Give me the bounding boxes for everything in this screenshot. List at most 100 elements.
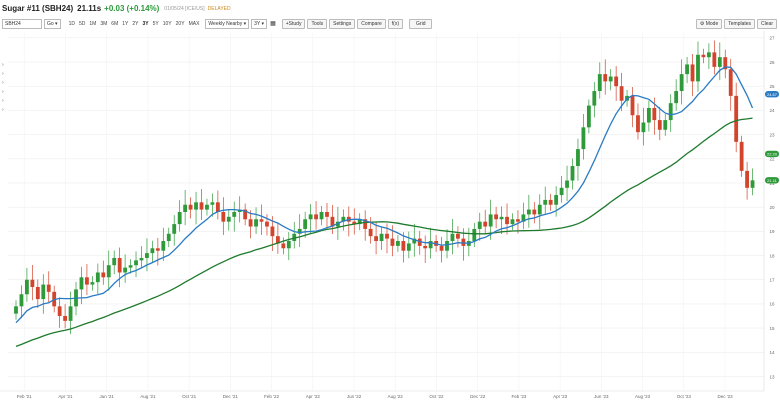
candle-body	[270, 226, 275, 237]
drawing-tool-2[interactable]: ›	[2, 71, 4, 77]
candle-body	[188, 204, 193, 210]
candle-body	[254, 219, 258, 227]
candle-body	[368, 228, 373, 237]
candle-body	[183, 204, 188, 212]
period-3y[interactable]: 3Y	[142, 20, 149, 27]
interval-select[interactable]: Weekly Nearby ▾	[205, 18, 250, 29]
moving-average-slow	[15, 117, 753, 348]
drawing-tool-3[interactable]: ›	[2, 80, 4, 86]
symbol-input[interactable]: SBH24	[2, 18, 42, 29]
drawing-tool-1[interactable]: ›	[2, 62, 4, 68]
calendar-icon[interactable]: ▦	[270, 21, 276, 27]
candle-body	[696, 54, 700, 82]
candle-body	[461, 238, 466, 246]
candle-body	[106, 265, 111, 278]
candle-body	[576, 149, 580, 167]
candle-body	[712, 52, 717, 67]
candle-body	[390, 238, 395, 246]
candle-body	[68, 306, 73, 321]
candle-body	[636, 115, 640, 133]
candle-body	[237, 209, 242, 212]
settings-button[interactable]: Settings	[329, 18, 356, 29]
range-select[interactable]: 3Y ▾	[251, 18, 268, 29]
period-selector: 1D 5D 1M 3M 6M 1Y 2Y 3Y 5Y 10Y 20Y MAX	[65, 21, 200, 27]
candle-body	[210, 202, 215, 205]
price-chart[interactable]: 131415161718192021222324252627Feb '21Apr…	[0, 31, 780, 405]
candle-body	[25, 279, 29, 295]
period-1m[interactable]: 1M	[89, 20, 97, 27]
x-tick-label: Dec '23	[717, 394, 733, 399]
candle-body	[161, 241, 166, 251]
candle-body	[592, 91, 597, 106]
x-tick-label: Jun '22	[347, 394, 362, 399]
candle-body	[723, 57, 728, 70]
candle-body	[412, 238, 417, 244]
candle-body	[265, 221, 269, 227]
grid-button[interactable]: Grid	[409, 18, 433, 29]
candle-body	[325, 212, 329, 217]
tools-button[interactable]: Tools	[307, 18, 328, 29]
go-label: Go	[47, 20, 54, 27]
candle-body	[565, 180, 569, 188]
drawing-tool-5[interactable]: ›	[2, 98, 4, 104]
candle-body	[663, 120, 668, 130]
period-5y[interactable]: 5Y	[152, 20, 159, 27]
period-10y[interactable]: 10Y	[162, 20, 172, 27]
candle-body	[297, 228, 302, 234]
candle-body	[199, 202, 204, 210]
x-tick-label: Aug '22	[388, 394, 404, 399]
drawing-tool-6[interactable]: ›	[2, 107, 4, 113]
candle-body	[734, 95, 739, 142]
clear-button[interactable]: Clear	[757, 18, 777, 29]
candle-body	[597, 74, 602, 92]
fx-button[interactable]: f(x)	[387, 18, 404, 29]
add-study-button[interactable]: +Study	[281, 18, 306, 29]
period-1y[interactable]: 1Y	[122, 20, 129, 27]
period-2y[interactable]: 2Y	[132, 20, 139, 27]
candle-body	[330, 216, 335, 227]
candle-body	[543, 199, 548, 205]
period-20y[interactable]: 20Y	[175, 20, 185, 27]
mode-label: Mode	[705, 20, 719, 27]
go-button[interactable]: Go ▾	[44, 18, 61, 29]
candle-body	[226, 216, 231, 222]
candle-body	[445, 241, 449, 251]
candle-body	[259, 219, 264, 222]
y-tick-label: 19	[769, 229, 775, 234]
x-tick-label: Feb '22	[264, 394, 279, 399]
candle-body	[472, 228, 477, 242]
gear-icon: ⚙	[699, 20, 705, 27]
candle-body	[526, 209, 531, 215]
candle-body	[57, 306, 62, 317]
chart-svg[interactable]: 131415161718192021222324252627Feb '21Apr…	[0, 31, 780, 405]
candle-body	[668, 103, 673, 121]
templates-button[interactable]: Templates	[724, 18, 756, 29]
candle-body	[243, 209, 248, 220]
last-price-label: 21.11	[767, 178, 777, 183]
candle-body	[488, 214, 493, 227]
candle-body	[35, 286, 40, 300]
period-5d[interactable]: 5D	[78, 20, 86, 27]
period-max[interactable]: MAX	[188, 20, 200, 27]
candle-body	[79, 277, 84, 290]
period-1d[interactable]: 1D	[68, 20, 75, 27]
y-tick-label: 16	[769, 302, 775, 307]
candle-body	[423, 245, 428, 249]
candle-body	[652, 107, 657, 121]
candle-body	[286, 241, 291, 249]
last-price-label-bg	[765, 177, 779, 184]
drawing-tool-4[interactable]: ›	[2, 89, 4, 95]
candle-body	[134, 260, 138, 266]
candle-body	[532, 209, 537, 215]
period-6m[interactable]: 6M	[111, 20, 119, 27]
mode-button[interactable]: ⚙ Mode	[695, 18, 723, 29]
candle-body	[172, 224, 177, 234]
candle-body	[85, 277, 89, 285]
candle-body	[19, 294, 24, 307]
compare-button[interactable]: Compare	[357, 18, 386, 29]
y-tick-label: 27	[769, 36, 775, 41]
y-tick-label: 17	[769, 278, 775, 283]
candle-body	[128, 265, 133, 268]
period-3m[interactable]: 3M	[100, 20, 108, 27]
x-tick-label: Jun '21	[100, 394, 115, 399]
